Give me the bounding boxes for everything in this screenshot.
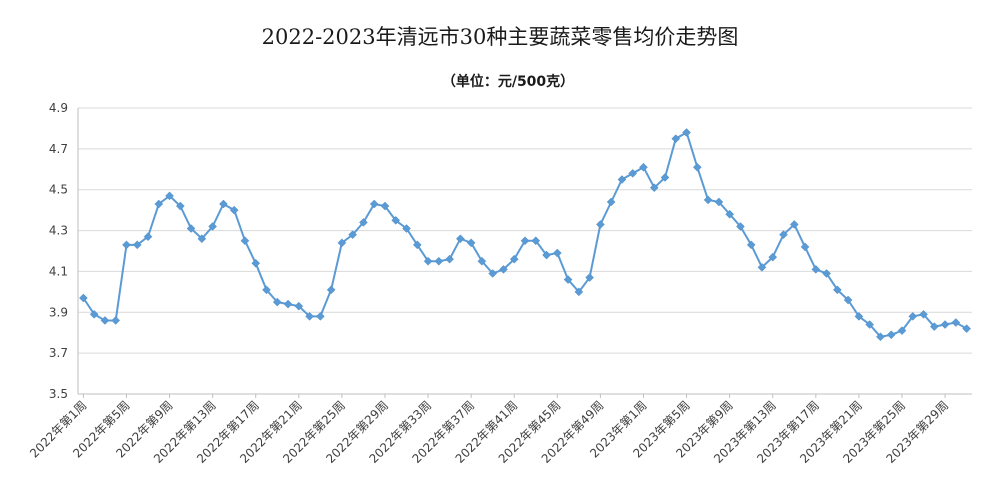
data-point — [876, 332, 885, 342]
data-point — [940, 320, 950, 329]
data-point — [725, 209, 735, 219]
y-axis-ticks: 3.5 3.7 3.9 4.1 4.3 4.5 4.7 4.9 — [49, 101, 68, 401]
data-point — [843, 295, 853, 305]
data-point — [639, 162, 648, 172]
data-point — [951, 318, 961, 327]
data-point — [886, 330, 896, 340]
chart-subtitle: （单位：元/500克） — [442, 73, 574, 90]
data-point — [380, 201, 390, 211]
data-point — [499, 265, 508, 274]
data-point — [617, 175, 627, 184]
data-point — [897, 326, 907, 336]
data-point — [800, 242, 810, 252]
data-point — [929, 322, 939, 331]
data-point — [143, 232, 153, 242]
data-point — [434, 256, 444, 266]
data-point — [305, 312, 314, 321]
data-point — [585, 273, 594, 282]
data-point — [402, 224, 411, 233]
data-point — [660, 173, 670, 182]
data-point — [89, 309, 99, 319]
data-point — [79, 293, 88, 303]
data-point — [746, 240, 756, 250]
data-point — [865, 320, 875, 329]
data-point — [779, 230, 788, 240]
data-point — [456, 234, 465, 244]
data-point — [391, 216, 401, 225]
data-point — [552, 248, 562, 258]
data-point — [908, 312, 918, 321]
data-point — [736, 222, 745, 231]
axes — [77, 108, 972, 395]
data-point — [369, 199, 379, 209]
data-point — [606, 197, 616, 207]
data-point — [822, 269, 831, 278]
data-point — [132, 240, 142, 250]
data-point — [563, 275, 573, 284]
data-point — [789, 220, 799, 229]
data-point — [477, 256, 487, 266]
data-point — [337, 238, 347, 248]
data-point — [919, 309, 928, 319]
data-point — [833, 285, 842, 295]
data-point — [682, 128, 691, 137]
data-point — [359, 218, 368, 227]
data-point — [412, 240, 422, 250]
data-point — [283, 299, 293, 309]
data-point — [509, 254, 519, 264]
data-point — [649, 183, 659, 193]
data-point — [208, 222, 217, 231]
data-point — [122, 240, 131, 250]
y-tick-label: 3.7 — [49, 346, 68, 360]
data-point — [326, 285, 336, 295]
data-point — [315, 312, 325, 321]
data-point — [154, 199, 164, 209]
data-point — [962, 324, 971, 333]
data-point — [165, 191, 174, 201]
data-point — [520, 236, 530, 246]
data-point — [703, 195, 713, 205]
data-point — [628, 169, 638, 178]
data-point — [186, 224, 196, 233]
data-point — [262, 285, 271, 295]
data-point — [423, 256, 433, 266]
y-tick-label: 3.5 — [49, 387, 68, 401]
y-tick-label: 4.5 — [49, 183, 68, 197]
data-point — [197, 234, 207, 244]
data-point — [175, 201, 185, 211]
data-point — [596, 220, 605, 229]
y-tick-label: 3.9 — [49, 305, 68, 319]
data-point — [294, 301, 304, 311]
data-point — [445, 254, 454, 264]
y-tick-label: 4.7 — [49, 142, 68, 156]
data-point — [757, 262, 767, 272]
data-point — [251, 258, 261, 268]
y-tick-label: 4.1 — [49, 264, 68, 278]
chart-title: 2022-2023年清远市30种主要蔬菜零售均价走势图 — [262, 25, 739, 49]
data-point — [768, 252, 778, 262]
data-point — [100, 316, 110, 325]
y-tick-label: 4.3 — [49, 224, 68, 238]
data-point — [542, 250, 551, 260]
data-point — [219, 199, 228, 209]
data-point — [811, 265, 821, 274]
data-point — [240, 236, 250, 246]
data-point — [111, 316, 121, 325]
data-point — [692, 162, 702, 172]
data-point — [671, 134, 681, 143]
data-point — [531, 236, 541, 246]
data-point — [466, 238, 476, 248]
data-point — [272, 297, 282, 307]
data-point — [348, 230, 358, 240]
data-point — [854, 312, 864, 321]
data-point — [714, 197, 724, 207]
data-point — [574, 287, 584, 297]
data-point — [229, 205, 239, 215]
series-price — [79, 128, 971, 342]
data-point — [488, 269, 498, 278]
y-tick-label: 4.9 — [49, 101, 68, 115]
